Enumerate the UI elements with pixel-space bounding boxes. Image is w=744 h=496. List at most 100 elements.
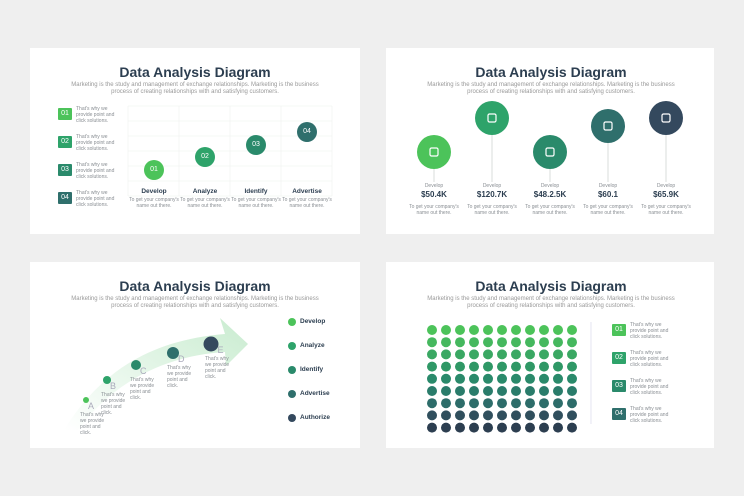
dot bbox=[497, 361, 507, 372]
point-letter: C bbox=[140, 366, 147, 376]
dot bbox=[469, 398, 479, 409]
dot bbox=[553, 410, 563, 421]
dot bbox=[567, 422, 577, 433]
icon bbox=[487, 113, 497, 123]
step-circle bbox=[297, 122, 317, 142]
dot bbox=[553, 337, 563, 348]
dot bbox=[469, 337, 479, 348]
item-number: 01 bbox=[58, 108, 72, 120]
arrow bbox=[64, 318, 248, 430]
slide-title: Data Analysis Diagram bbox=[119, 64, 271, 80]
stat-text: To get your company's name out there. bbox=[467, 204, 517, 216]
icon bbox=[661, 113, 671, 123]
graphics bbox=[417, 101, 683, 182]
dot bbox=[497, 373, 507, 384]
icon bbox=[545, 147, 555, 157]
dot bbox=[455, 373, 465, 384]
item-number: 03 bbox=[58, 164, 72, 176]
item-text: That's why we provide point and click so… bbox=[630, 322, 669, 340]
stat-label: Develop bbox=[424, 183, 444, 189]
dot bbox=[483, 422, 493, 433]
step-label: Analyze bbox=[192, 188, 218, 195]
point bbox=[103, 376, 111, 384]
item-number: 01 bbox=[612, 324, 626, 336]
stat-label: Develop bbox=[598, 183, 618, 189]
dot bbox=[455, 386, 465, 396]
step-label: Advertise bbox=[292, 188, 322, 195]
dot bbox=[539, 398, 549, 409]
point-letter: A bbox=[88, 401, 95, 411]
stat-label: Develop bbox=[656, 183, 676, 189]
dot bbox=[497, 386, 507, 396]
dot bbox=[441, 386, 451, 396]
dot bbox=[567, 386, 577, 396]
item-text: That's why we provide point and click so… bbox=[630, 406, 669, 424]
item-text: That's why we provide point and click so… bbox=[630, 378, 669, 396]
stat-text: To get your company's name out there. bbox=[525, 204, 575, 216]
point-text: That's why we provide point and click. bbox=[80, 412, 105, 436]
dot bbox=[525, 337, 535, 348]
item-text: That's why we provide point and click so… bbox=[630, 350, 669, 368]
item-text: That's why we provide point and click so… bbox=[76, 190, 115, 208]
dot bbox=[441, 398, 451, 409]
dot bbox=[525, 398, 535, 409]
dot bbox=[455, 325, 465, 335]
point-letter: E bbox=[217, 345, 224, 355]
icon bbox=[603, 121, 613, 131]
graphics bbox=[427, 322, 592, 433]
legend-label: Authorize bbox=[300, 414, 330, 421]
legend-dot bbox=[288, 342, 296, 350]
step-text: To get your company's name out there. bbox=[180, 197, 230, 209]
legend-label: Identify bbox=[300, 366, 324, 373]
slide-subtitle: Marketing is the study and management of… bbox=[71, 82, 319, 95]
dot bbox=[497, 325, 507, 335]
dot bbox=[567, 398, 577, 409]
step-text: To get your company's name out there. bbox=[231, 197, 281, 209]
step-circle bbox=[195, 147, 215, 167]
dot bbox=[427, 422, 437, 433]
item-number: 02 bbox=[612, 352, 626, 364]
dot bbox=[497, 398, 507, 409]
dot bbox=[511, 386, 521, 396]
dot bbox=[497, 422, 507, 433]
dot bbox=[511, 337, 521, 348]
stat-text: To get your company's name out there. bbox=[641, 204, 691, 216]
stat-circle bbox=[475, 101, 509, 135]
dot bbox=[469, 373, 479, 384]
step-label: Develop bbox=[141, 188, 167, 195]
point-text: That's why we provide point and click. bbox=[130, 377, 155, 401]
dot bbox=[483, 373, 493, 384]
dot bbox=[497, 410, 507, 421]
step-circle bbox=[144, 160, 164, 180]
dot bbox=[483, 361, 493, 372]
legend-label: Analyze bbox=[300, 342, 325, 349]
dot bbox=[511, 325, 521, 335]
dot bbox=[441, 373, 451, 384]
item-number: 04 bbox=[612, 408, 626, 420]
legend-dot bbox=[288, 414, 296, 422]
dot bbox=[469, 361, 479, 372]
dot bbox=[511, 422, 521, 433]
dot bbox=[441, 422, 451, 433]
dot bbox=[539, 337, 549, 348]
dot bbox=[567, 361, 577, 372]
dot bbox=[567, 337, 577, 348]
point bbox=[203, 336, 219, 352]
dot bbox=[539, 349, 549, 360]
graphics bbox=[127, 105, 333, 197]
dot bbox=[427, 373, 437, 384]
item-number: 02 bbox=[58, 136, 72, 148]
dot bbox=[511, 398, 521, 409]
dot bbox=[455, 361, 465, 372]
dot bbox=[483, 386, 493, 396]
dot bbox=[483, 398, 493, 409]
dot bbox=[553, 361, 563, 372]
dot bbox=[469, 349, 479, 360]
dot bbox=[525, 361, 535, 372]
graphics bbox=[64, 318, 296, 430]
dot bbox=[483, 410, 493, 421]
slide-title: Data Analysis Diagram bbox=[475, 278, 627, 294]
stat-circle bbox=[649, 101, 683, 135]
step-number: 02 bbox=[201, 153, 209, 160]
